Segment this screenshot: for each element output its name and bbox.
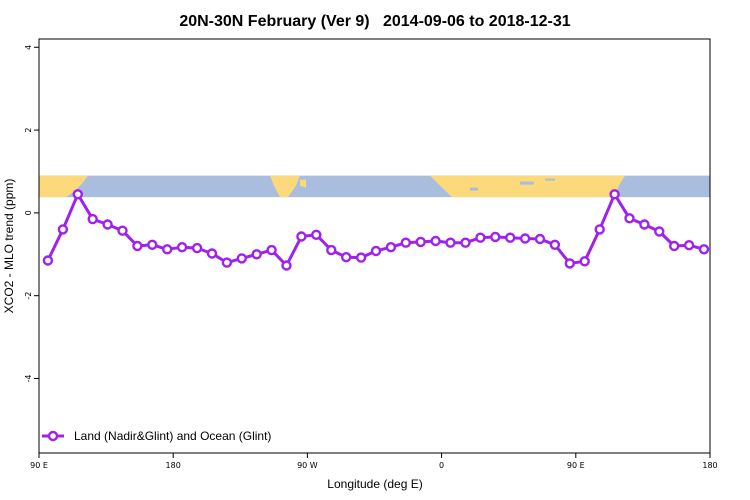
data-point-23 [385, 241, 397, 253]
map-land-2 [300, 179, 306, 188]
map-water-0 [520, 181, 534, 185]
series-layer [42, 189, 710, 271]
data-point-5 [117, 225, 128, 236]
data-point-37 [594, 224, 605, 235]
data-point-42 [669, 240, 680, 252]
x-tick-label-1: 180 [166, 461, 181, 470]
map-land-0 [39, 175, 88, 198]
data-point-34 [549, 239, 561, 251]
data-point-15 [266, 244, 277, 256]
data-point-0 [42, 255, 54, 266]
y-tick-label-3: -2 [24, 292, 33, 300]
data-point-30 [490, 231, 501, 243]
map-land-3 [430, 175, 625, 198]
data-point-40 [639, 219, 650, 230]
data-point-17 [296, 231, 307, 242]
data-point-7 [147, 239, 158, 251]
data-point-27 [445, 237, 456, 248]
data-point-36 [579, 256, 590, 267]
data-point-12 [221, 257, 233, 268]
x-tick-label-3: 0 [439, 461, 444, 470]
map-water-1 [545, 178, 555, 181]
data-point-26 [430, 235, 441, 247]
plot-frame [38, 38, 711, 454]
data-point-16 [281, 260, 292, 271]
data-point-43 [683, 239, 695, 251]
y-tick-label-4: -4 [24, 374, 33, 382]
data-point-33 [534, 233, 546, 245]
data-point-19 [326, 244, 337, 256]
axes: 90 E 180 90 W 0 90 E 180 4 2 0 -2 -4 [24, 45, 718, 470]
data-point-22 [370, 245, 382, 257]
data-point-38 [609, 189, 620, 200]
data-point-11 [206, 248, 218, 259]
y-axis-label: XCO2 - MLO trend (ppm) [2, 179, 16, 314]
data-point-6 [132, 240, 143, 252]
data-point-20 [341, 252, 352, 263]
x-tick-label-4: 90 E [567, 461, 585, 470]
data-point-32 [519, 233, 531, 244]
data-point-13 [236, 253, 248, 264]
chart-title: 20N-30N February (Ver 9) 2014-09-06 to 2… [179, 13, 570, 30]
x-tick-label-0: 90 E [30, 461, 48, 470]
map-land-1 [270, 175, 300, 198]
data-point-18 [311, 229, 322, 241]
data-point-21 [355, 252, 367, 263]
data-point-9 [176, 241, 188, 253]
data-point-44 [698, 244, 710, 255]
data-point-41 [654, 226, 665, 237]
data-point-29 [475, 232, 486, 243]
x-axis-label: Longitude (deg E) [327, 477, 422, 491]
data-point-24 [400, 237, 411, 248]
map-land-4 [490, 177, 498, 186]
data-point-28 [460, 237, 471, 248]
data-point-4 [102, 219, 113, 230]
data-point-31 [505, 232, 516, 243]
x-tick-label-2: 90 W [297, 461, 318, 470]
data-point-35 [564, 258, 575, 269]
map-water-2 [470, 187, 478, 191]
legend-marker-swatch [47, 430, 59, 442]
data-point-3 [87, 213, 98, 225]
x-tick-label-5: 180 [702, 461, 717, 470]
data-point-10 [191, 242, 203, 254]
legend: Land (Nadir&Glint) and Ocean (Glint) [42, 429, 271, 443]
data-point-2 [72, 189, 84, 200]
data-point-14 [251, 249, 262, 260]
legend-label: Land (Nadir&Glint) and Ocean (Glint) [74, 429, 271, 443]
data-point-39 [624, 213, 635, 224]
data-point-8 [161, 244, 173, 255]
data-point-25 [415, 236, 426, 248]
y-tick-label-2: 0 [24, 210, 33, 215]
y-tick-label-0: 4 [24, 45, 33, 50]
y-tick-label-1: 2 [24, 128, 33, 133]
world-map-band [39, 175, 710, 198]
data-point-1 [57, 224, 69, 235]
